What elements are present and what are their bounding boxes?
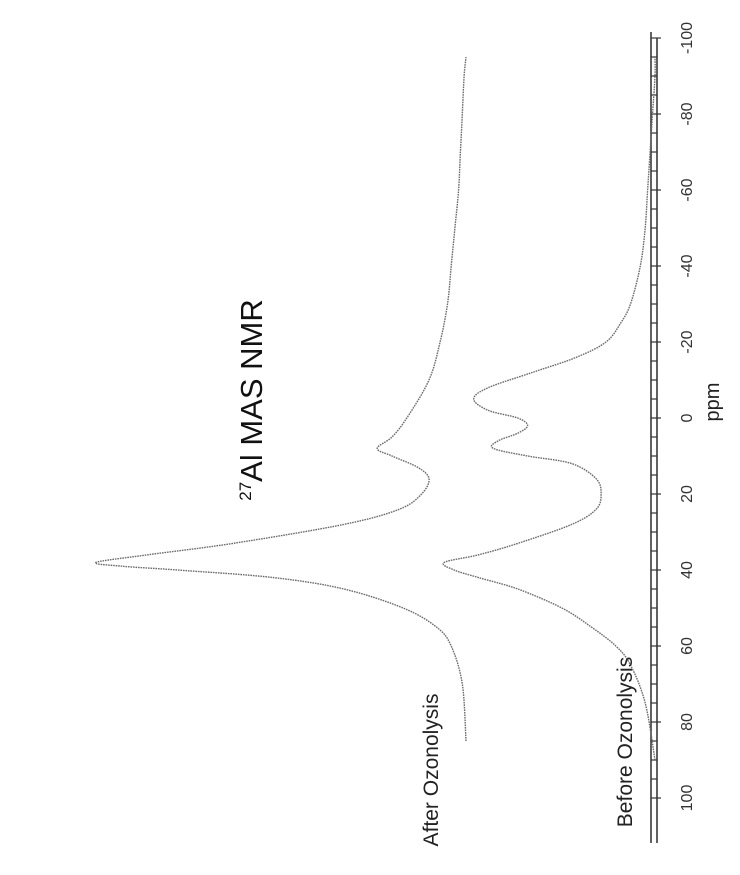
x-axis-title: ppm	[702, 383, 724, 422]
chart-title: 27Al MAS NMR	[234, 299, 269, 501]
x-axis-ticks	[651, 38, 661, 798]
x-axis-tick-label: 60	[679, 637, 696, 655]
x-axis-tick-label: -40	[679, 254, 696, 277]
series-trace-before-ozonolysis	[443, 57, 655, 760]
x-axis-tick-label: 20	[679, 485, 696, 503]
x-axis-tick-labels: 100 80 60 40 20 0 -20 -40 -60 -80 -100	[679, 22, 696, 811]
series-label-after: After Ozonolysis	[420, 694, 443, 847]
x-axis-tick-label: -20	[679, 330, 696, 353]
x-axis-tick-label: 80	[679, 713, 696, 731]
x-axis-tick-label: 0	[679, 413, 696, 422]
series-label-before: Before Ozonolysis	[614, 657, 637, 827]
series-trace-after-ozonolysis	[95, 57, 466, 741]
series-traces	[95, 57, 655, 760]
x-axis-tick-label: 40	[679, 561, 696, 579]
chart-title-superscript: 27	[236, 482, 255, 501]
x-axis-tick-label: -80	[679, 102, 696, 125]
x-axis: 100 80 60 40 20 0 -20 -40 -60 -80 -100	[651, 22, 696, 843]
x-axis-tick-label: 100	[679, 785, 696, 812]
x-axis-tick-label: -60	[679, 178, 696, 201]
x-axis-tick-label: -100	[679, 22, 696, 54]
chart-title-text: Al MAS NMR	[234, 299, 269, 482]
